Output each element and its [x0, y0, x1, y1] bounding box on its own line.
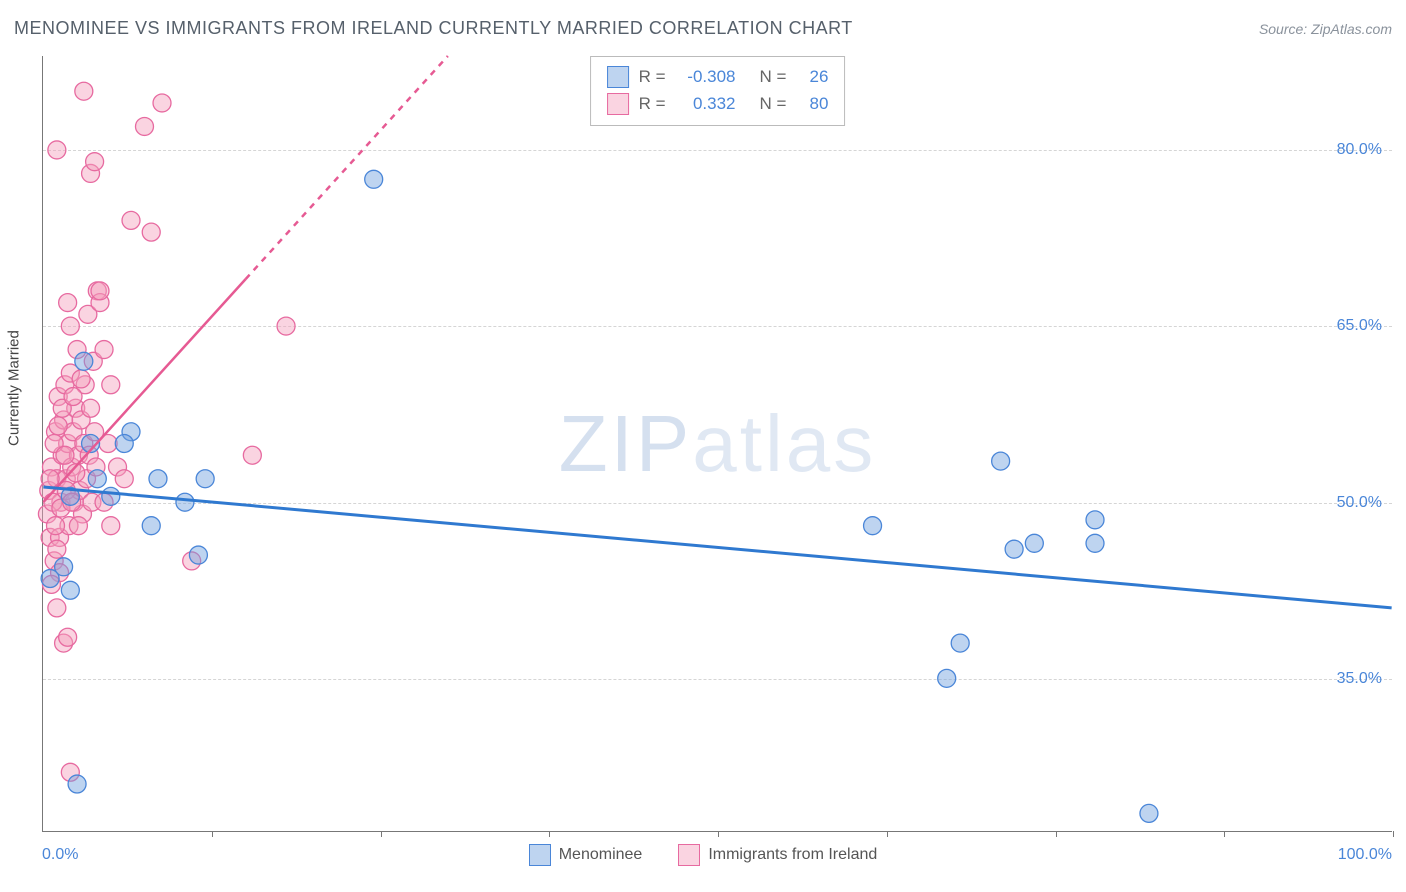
corr-n-value: 80: [796, 90, 828, 117]
scatter-point: [189, 546, 207, 564]
scatter-point: [48, 599, 66, 617]
corr-r-label: R =: [639, 90, 666, 117]
corr-n-value: 26: [796, 63, 828, 90]
scatter-point: [864, 517, 882, 535]
plot-area: ZIPatlas 35.0%50.0%65.0%80.0% R =-0.308N…: [42, 56, 1392, 832]
scatter-point: [115, 435, 133, 453]
scatter-point: [75, 352, 93, 370]
scatter-point: [142, 517, 160, 535]
legend-item-menominee: Menominee: [529, 844, 643, 866]
legend-swatch-pink: [678, 844, 700, 866]
scatter-point: [136, 117, 154, 135]
scatter-point: [243, 446, 261, 464]
scatter-point: [277, 317, 295, 335]
scatter-point: [64, 388, 82, 406]
chart-header: MENOMINEE VS IMMIGRANTS FROM IRELAND CUR…: [14, 18, 1392, 39]
scatter-point: [142, 223, 160, 241]
scatter-svg: [43, 56, 1392, 831]
chart-source: Source: ZipAtlas.com: [1259, 21, 1392, 37]
legend-swatch-blue: [529, 844, 551, 866]
corr-swatch: [607, 66, 629, 88]
scatter-point: [1086, 511, 1104, 529]
scatter-point: [49, 417, 67, 435]
scatter-point: [41, 470, 59, 488]
scatter-point: [56, 446, 74, 464]
corr-r-value: 0.332: [676, 90, 736, 117]
scatter-point: [938, 669, 956, 687]
correlation-row: R = 0.332 N = 80: [607, 90, 829, 117]
x-tick-mark: [1056, 831, 1057, 837]
scatter-point: [88, 470, 106, 488]
correlation-legend-box: R = -0.308 N = 26 R = 0.332 N = 80: [590, 56, 846, 126]
legend-label-menominee: Menominee: [559, 846, 643, 864]
scatter-point: [115, 470, 133, 488]
legend-label-ireland: Immigrants from Ireland: [708, 846, 877, 864]
scatter-point: [55, 558, 73, 576]
x-tick-mark: [1224, 831, 1225, 837]
scatter-point: [1140, 804, 1158, 822]
corr-n-label: N =: [760, 90, 787, 117]
scatter-point: [69, 517, 87, 535]
scatter-point: [59, 294, 77, 312]
scatter-point: [59, 628, 77, 646]
series-legend: Menominee Immigrants from Ireland: [0, 844, 1406, 866]
scatter-point: [48, 141, 66, 159]
x-tick-mark: [381, 831, 382, 837]
scatter-point: [365, 170, 383, 188]
scatter-point: [91, 282, 109, 300]
scatter-point: [95, 341, 113, 359]
scatter-point: [153, 94, 171, 112]
scatter-point: [61, 317, 79, 335]
scatter-point: [61, 581, 79, 599]
x-tick-mark: [887, 831, 888, 837]
scatter-point: [102, 487, 120, 505]
scatter-point: [1025, 534, 1043, 552]
scatter-point: [72, 370, 90, 388]
legend-item-ireland: Immigrants from Ireland: [678, 844, 877, 866]
correlation-row: R = -0.308 N = 26: [607, 63, 829, 90]
scatter-point: [82, 399, 100, 417]
trend-line: [43, 487, 1391, 608]
scatter-point: [1086, 534, 1104, 552]
scatter-point: [176, 493, 194, 511]
scatter-point: [122, 211, 140, 229]
x-tick-mark: [1393, 831, 1394, 837]
scatter-point: [196, 470, 214, 488]
scatter-point: [75, 82, 93, 100]
x-tick-mark: [212, 831, 213, 837]
corr-swatch: [607, 93, 629, 115]
scatter-point: [48, 540, 66, 558]
scatter-point: [149, 470, 167, 488]
corr-r-label: R =: [639, 63, 666, 90]
y-axis-label: Currently Married: [6, 330, 23, 446]
scatter-point: [1005, 540, 1023, 558]
scatter-point: [68, 775, 86, 793]
scatter-point: [47, 517, 65, 535]
scatter-point: [951, 634, 969, 652]
x-tick-mark: [718, 831, 719, 837]
scatter-point: [102, 376, 120, 394]
trend-line-dashed: [246, 56, 448, 279]
x-tick-mark: [549, 831, 550, 837]
scatter-point: [86, 153, 104, 171]
corr-n-label: N =: [760, 63, 787, 90]
chart-title: MENOMINEE VS IMMIGRANTS FROM IRELAND CUR…: [14, 18, 853, 39]
scatter-point: [102, 517, 120, 535]
corr-r-value: -0.308: [676, 63, 736, 90]
scatter-point: [992, 452, 1010, 470]
